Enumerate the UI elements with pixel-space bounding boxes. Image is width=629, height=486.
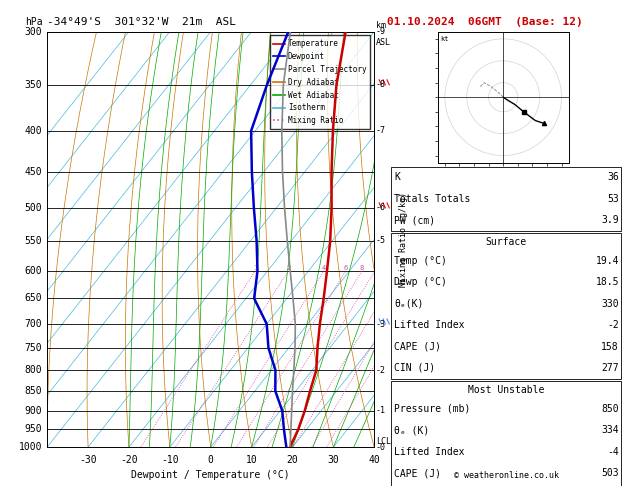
Text: 10: 10 bbox=[246, 454, 257, 465]
Text: 2: 2 bbox=[286, 265, 291, 271]
Text: -2: -2 bbox=[607, 320, 619, 330]
Text: 450: 450 bbox=[25, 167, 42, 176]
Text: CAPE (J): CAPE (J) bbox=[394, 468, 442, 478]
Text: 500: 500 bbox=[25, 203, 42, 213]
Text: 600: 600 bbox=[25, 266, 42, 276]
Text: © weatheronline.co.uk: © weatheronline.co.uk bbox=[454, 471, 559, 480]
Text: Pressure (mb): Pressure (mb) bbox=[394, 404, 470, 414]
Text: 330: 330 bbox=[601, 299, 619, 309]
Text: -0: -0 bbox=[376, 443, 386, 451]
Text: 19.4: 19.4 bbox=[596, 256, 619, 266]
Text: Dewp (°C): Dewp (°C) bbox=[394, 278, 447, 287]
Text: 300: 300 bbox=[25, 27, 42, 36]
Text: 30: 30 bbox=[328, 454, 339, 465]
Text: 650: 650 bbox=[25, 294, 42, 303]
Text: 550: 550 bbox=[25, 236, 42, 246]
Text: 18.5: 18.5 bbox=[596, 278, 619, 287]
Text: 800: 800 bbox=[25, 365, 42, 375]
Text: CAPE (J): CAPE (J) bbox=[394, 342, 442, 351]
Text: Dewpoint / Temperature (°C): Dewpoint / Temperature (°C) bbox=[131, 470, 290, 480]
Text: 700: 700 bbox=[25, 319, 42, 329]
Text: -5: -5 bbox=[376, 236, 386, 245]
Text: -20: -20 bbox=[120, 454, 138, 465]
Text: hPa: hPa bbox=[25, 17, 42, 27]
Text: 400: 400 bbox=[25, 126, 42, 136]
Text: -2: -2 bbox=[376, 365, 386, 375]
Text: 750: 750 bbox=[25, 343, 42, 353]
Text: CIN (J): CIN (J) bbox=[394, 363, 435, 373]
Text: km: km bbox=[376, 20, 386, 30]
Text: 350: 350 bbox=[25, 80, 42, 90]
Text: Mixing Ratio (g/kg): Mixing Ratio (g/kg) bbox=[399, 192, 408, 287]
Legend: Temperature, Dewpoint, Parcel Trajectory, Dry Adiabat, Wet Adiabat, Isotherm, Mi: Temperature, Dewpoint, Parcel Trajectory… bbox=[270, 35, 370, 129]
Text: -30: -30 bbox=[79, 454, 97, 465]
Text: 8: 8 bbox=[360, 265, 364, 271]
Text: -1: -1 bbox=[376, 406, 386, 415]
Text: -10: -10 bbox=[161, 454, 179, 465]
Text: kt: kt bbox=[440, 36, 449, 42]
Text: 158: 158 bbox=[601, 342, 619, 351]
Text: 503: 503 bbox=[601, 468, 619, 478]
Text: θₑ(K): θₑ(K) bbox=[394, 299, 424, 309]
Text: -8: -8 bbox=[376, 80, 386, 89]
Text: Most Unstable: Most Unstable bbox=[468, 385, 545, 395]
Text: LCL: LCL bbox=[376, 437, 391, 447]
Text: -6: -6 bbox=[376, 204, 386, 212]
Text: 3.9: 3.9 bbox=[601, 215, 619, 225]
Text: θₑ (K): θₑ (K) bbox=[394, 425, 430, 435]
Text: ASL: ASL bbox=[376, 38, 391, 47]
Text: Surface: Surface bbox=[486, 237, 527, 247]
Text: 36: 36 bbox=[607, 173, 619, 182]
Text: 850: 850 bbox=[601, 404, 619, 414]
Text: 1000: 1000 bbox=[19, 442, 42, 452]
Text: Lifted Index: Lifted Index bbox=[394, 447, 465, 457]
Text: 0: 0 bbox=[208, 454, 214, 465]
Text: -7: -7 bbox=[376, 126, 386, 136]
Text: 334: 334 bbox=[601, 425, 619, 435]
Text: K: K bbox=[394, 173, 400, 182]
Text: Totals Totals: Totals Totals bbox=[394, 194, 470, 204]
Text: 950: 950 bbox=[25, 424, 42, 434]
Text: PW (cm): PW (cm) bbox=[394, 215, 435, 225]
Text: 40: 40 bbox=[369, 454, 380, 465]
Text: 277: 277 bbox=[601, 363, 619, 373]
Text: 850: 850 bbox=[25, 386, 42, 396]
Text: 6: 6 bbox=[344, 265, 348, 271]
Text: -9: -9 bbox=[376, 27, 386, 36]
Text: -34°49'S  301°32'W  21m  ASL: -34°49'S 301°32'W 21m ASL bbox=[47, 17, 236, 27]
Text: 01.10.2024  06GMT  (Base: 12): 01.10.2024 06GMT (Base: 12) bbox=[387, 17, 582, 27]
Text: -4: -4 bbox=[607, 447, 619, 457]
Text: 20: 20 bbox=[287, 454, 298, 465]
Text: -3: -3 bbox=[376, 319, 386, 329]
Text: Lifted Index: Lifted Index bbox=[394, 320, 465, 330]
Text: 900: 900 bbox=[25, 406, 42, 416]
Text: 1: 1 bbox=[253, 265, 257, 271]
Text: 4: 4 bbox=[322, 265, 326, 271]
Text: 53: 53 bbox=[607, 194, 619, 204]
Text: Temp (°C): Temp (°C) bbox=[394, 256, 447, 266]
